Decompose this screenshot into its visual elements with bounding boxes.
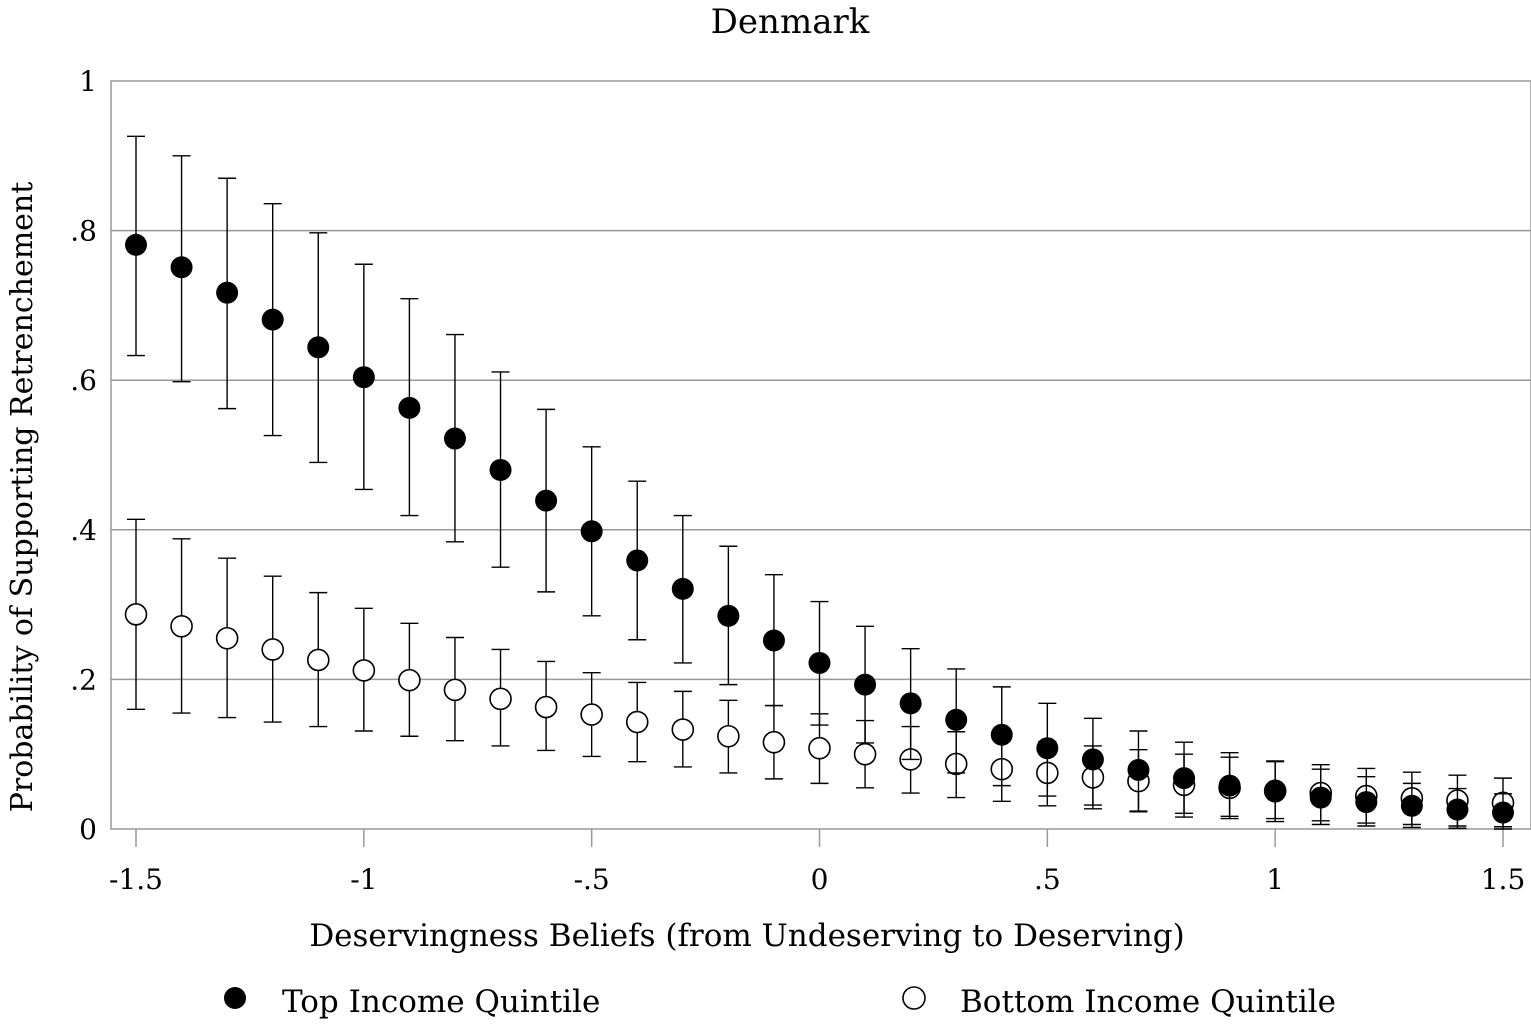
y-tick-label: .6 <box>70 364 97 397</box>
data-point-top-income <box>626 549 649 572</box>
data-point-top-income <box>1309 786 1332 809</box>
x-tick-label: -1 <box>350 863 377 896</box>
data-point-top-income <box>580 520 603 543</box>
data-point-bottom-income <box>808 736 831 760</box>
data-point-top-income <box>1355 791 1378 814</box>
data-point-bottom-income <box>398 668 421 692</box>
data-point-bottom-income <box>170 614 193 638</box>
data-point-top-income <box>1400 794 1423 817</box>
x-axis-label: Deservingness Beliefs (from Undeserving … <box>309 918 1184 954</box>
data-point-bottom-income <box>215 626 239 650</box>
data-point-top-income <box>489 458 512 481</box>
y-tick-label: .8 <box>70 215 97 248</box>
data-point-bottom-income <box>625 710 649 734</box>
y-tick-label: .4 <box>70 514 97 547</box>
data-point-top-income <box>717 604 740 627</box>
data-point-bottom-income <box>534 695 558 719</box>
data-point-top-income <box>1081 748 1104 771</box>
x-tick-label: 0 <box>811 863 829 896</box>
legend: Top Income Quintile Bottom Income Quinti… <box>224 984 1336 1020</box>
data-point-top-income <box>1446 798 1469 821</box>
data-point-top-income <box>945 708 968 731</box>
data-point-bottom-income <box>261 638 285 661</box>
data-point-top-income <box>1492 801 1514 824</box>
data-point-bottom-income <box>717 724 740 748</box>
grid-lines <box>111 229 1531 681</box>
data-point-top-income <box>125 233 147 256</box>
plot-area-frame <box>110 80 1531 830</box>
y-axis-ticks: 0 .2 .4 .6 .8 1 <box>70 65 97 846</box>
x-axis-ticks: -1.5 -1 -.5 0 .5 1 1.5 <box>109 829 1525 896</box>
data-point-top-income <box>535 489 558 512</box>
data-point-top-income <box>170 256 193 279</box>
data-point-top-income <box>1127 758 1150 781</box>
data-point-top-income <box>1173 767 1196 790</box>
x-tick-label: -1.5 <box>109 863 163 896</box>
data-point-bottom-income <box>306 648 330 672</box>
x-tick-label: .5 <box>1034 863 1061 896</box>
x-tick-label: 1 <box>1266 863 1284 896</box>
data-point-top-income <box>854 673 877 696</box>
legend-filled-circle-marker <box>224 987 246 1009</box>
data-point-bottom-income <box>443 678 467 702</box>
legend-item-top-income-quintile: Top Income Quintile <box>224 984 600 1020</box>
x-tick-label: -.5 <box>574 863 610 896</box>
y-tick-label: 0 <box>79 813 97 846</box>
data-point-top-income <box>261 308 284 331</box>
data-point-top-income <box>398 396 421 419</box>
data-point-top-income <box>307 336 330 359</box>
data-point-top-income <box>443 427 466 450</box>
y-axis-label: Probability of Supporting Retrenchement <box>5 182 40 813</box>
x-tick-label: 1.5 <box>1481 863 1526 896</box>
legend-hollow-circle-marker <box>902 986 926 1010</box>
series-top-income-quintile <box>125 135 1514 830</box>
data-point-bottom-income <box>352 659 376 682</box>
data-point-top-income <box>1218 774 1241 797</box>
data-point-top-income <box>1036 737 1059 760</box>
legend-label-bottom-income-quintile: Bottom Income Quintile <box>960 984 1336 1020</box>
data-point-bottom-income <box>580 703 603 726</box>
data-point-top-income <box>216 281 239 304</box>
data-point-top-income <box>990 723 1013 746</box>
chart-title: Denmark <box>711 2 870 42</box>
data-point-top-income <box>762 629 785 652</box>
data-point-top-income <box>899 692 922 715</box>
data-point-bottom-income <box>124 603 148 626</box>
y-tick-label: 1 <box>79 65 97 98</box>
data-point-top-income <box>352 366 375 389</box>
data-point-bottom-income <box>853 742 877 766</box>
data-point-bottom-income <box>489 687 512 711</box>
legend-label-top-income-quintile: Top Income Quintile <box>282 984 600 1020</box>
legend-item-bottom-income-quintile: Bottom Income Quintile <box>902 984 1336 1020</box>
data-point-top-income <box>671 577 694 600</box>
data-point-bottom-income <box>762 730 786 754</box>
data-point-top-income <box>808 651 831 674</box>
y-tick-label: .2 <box>70 663 97 696</box>
data-point-bottom-income <box>671 718 695 741</box>
data-point-top-income <box>1264 780 1287 803</box>
